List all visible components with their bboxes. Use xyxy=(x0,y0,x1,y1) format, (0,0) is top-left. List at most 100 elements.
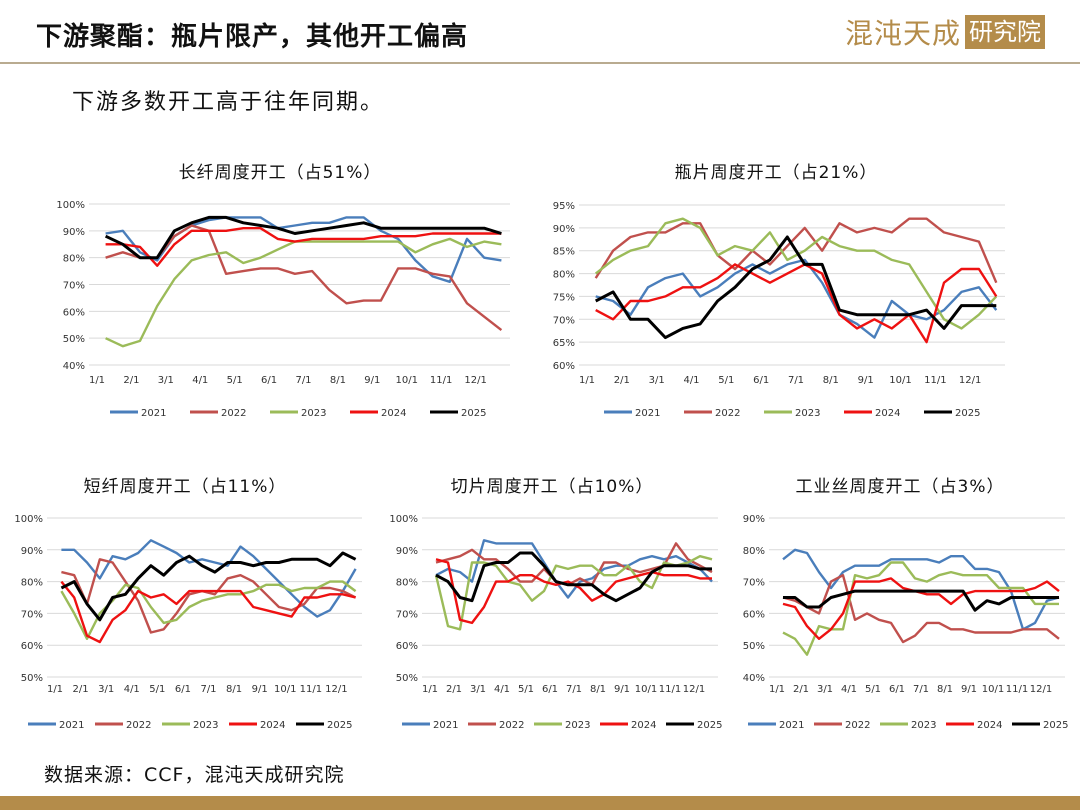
x-tick-label: 2/1 xyxy=(614,375,630,386)
chart-title-chip: 切片周度开工（占10%） xyxy=(450,477,654,497)
x-tick-label: 6/1 xyxy=(175,684,191,695)
x-tick-label: 4/1 xyxy=(124,684,140,695)
y-tick-label: 60% xyxy=(21,641,43,652)
legend-label-2024: 2024 xyxy=(260,720,285,731)
x-tick-label: 1/1 xyxy=(89,375,105,386)
x-tick-label: 6/1 xyxy=(753,375,769,386)
y-tick-label: 70% xyxy=(63,281,85,292)
y-tick-label: 100% xyxy=(56,200,85,211)
series-line-2022 xyxy=(782,574,1060,644)
series-line-2024 xyxy=(595,263,998,344)
y-tick-label: 90% xyxy=(63,227,85,238)
legend-label-2021: 2021 xyxy=(635,408,660,419)
legend-label-2022: 2022 xyxy=(715,408,740,419)
legend-label-2025: 2025 xyxy=(461,408,486,419)
y-tick-label: 90% xyxy=(21,546,43,557)
legend-label-2025: 2025 xyxy=(955,408,980,419)
x-tick-label: 4/1 xyxy=(841,684,857,695)
data-source: 数据来源：CCF，混沌天成研究院 xyxy=(44,764,345,786)
chart-title-filament: 长纤周度开工（占51%） xyxy=(178,163,382,183)
legend-label-2023: 2023 xyxy=(911,720,936,731)
x-tick-label: 5/1 xyxy=(718,375,734,386)
x-tick-label: 3/1 xyxy=(470,684,486,695)
x-tick-label: 8/1 xyxy=(590,684,606,695)
legend-label-2023: 2023 xyxy=(193,720,218,731)
y-tick-label: 70% xyxy=(743,578,765,589)
x-tick-label: 12/1 xyxy=(1030,684,1052,695)
legend-label-2025: 2025 xyxy=(327,720,352,731)
y-tick-label: 50% xyxy=(396,673,418,684)
x-tick-label: 12/1 xyxy=(959,375,981,386)
series-line-2025 xyxy=(595,235,997,340)
y-tick-label: 80% xyxy=(553,270,575,281)
logo-text: 混沌天成 xyxy=(845,17,962,50)
legend-label-2021: 2021 xyxy=(141,408,166,419)
series-line-2023 xyxy=(434,555,713,631)
y-tick-label: 65% xyxy=(553,338,575,349)
x-tick-label: 8/1 xyxy=(823,375,839,386)
legend-label-2022: 2022 xyxy=(499,720,524,731)
x-tick-label: 6/1 xyxy=(261,375,277,386)
x-tick-label: 12/1 xyxy=(683,684,705,695)
x-tick-label: 1/1 xyxy=(579,375,595,386)
logo-box-text: 研究院 xyxy=(965,15,1046,49)
page-title: 下游聚酯：瓶片限产，其他开工偏高 xyxy=(36,22,469,52)
series-line-2025 xyxy=(60,551,357,622)
y-tick-label: 80% xyxy=(743,546,765,557)
y-tick-label: 90% xyxy=(396,546,418,557)
series-line-2025 xyxy=(783,589,1059,612)
y-tick-label: 95% xyxy=(553,201,575,212)
series-line-2024 xyxy=(60,580,356,644)
x-tick-label: 2/1 xyxy=(446,684,462,695)
x-tick-label: 10/1 xyxy=(274,684,296,695)
y-tick-label: 70% xyxy=(21,609,43,620)
x-tick-label: 10/1 xyxy=(889,375,911,386)
y-tick-label: 60% xyxy=(63,307,85,318)
chart-title-staple-fiber: 短纤周度开工（占11%） xyxy=(83,477,287,497)
series-line-2022 xyxy=(61,558,357,634)
y-tick-label: 90% xyxy=(743,514,765,525)
x-tick-label: 10/1 xyxy=(635,684,657,695)
x-tick-label: 8/1 xyxy=(937,684,953,695)
legend-label-2025: 2025 xyxy=(1043,720,1068,731)
y-tick-label: 40% xyxy=(63,361,85,372)
series-line-2022 xyxy=(594,217,998,284)
x-tick-label: 3/1 xyxy=(158,375,174,386)
x-tick-label: 4/1 xyxy=(683,375,699,386)
legend-label-2022: 2022 xyxy=(126,720,151,731)
x-tick-label: 1/1 xyxy=(422,684,438,695)
y-tick-label: 50% xyxy=(21,673,43,684)
y-tick-label: 80% xyxy=(396,578,418,589)
x-tick-label: 5/1 xyxy=(149,684,165,695)
x-tick-label: 5/1 xyxy=(227,375,243,386)
y-tick-label: 75% xyxy=(553,292,575,303)
series-line-2021 xyxy=(782,548,1060,631)
series-line-2021 xyxy=(595,258,998,339)
x-tick-label: 11/1 xyxy=(924,375,946,386)
legend-label-2021: 2021 xyxy=(779,720,804,731)
x-tick-label: 3/1 xyxy=(98,684,114,695)
series-line-2025 xyxy=(104,215,502,260)
x-tick-label: 2/1 xyxy=(73,684,89,695)
y-tick-label: 80% xyxy=(63,254,85,265)
y-tick-label: 70% xyxy=(396,609,418,620)
x-tick-label: 12/1 xyxy=(325,684,347,695)
y-tick-label: 70% xyxy=(553,315,575,326)
y-tick-label: 100% xyxy=(14,514,43,525)
x-tick-label: 7/1 xyxy=(913,684,929,695)
x-tick-label: 9/1 xyxy=(614,684,630,695)
legend-label-2022: 2022 xyxy=(845,720,870,731)
footer-band xyxy=(0,796,1080,810)
x-tick-label: 10/1 xyxy=(982,684,1004,695)
x-tick-label: 11/1 xyxy=(1006,684,1028,695)
x-tick-label: 7/1 xyxy=(788,375,804,386)
x-tick-label: 4/1 xyxy=(494,684,510,695)
header-divider xyxy=(0,62,1080,64)
series-line-2024 xyxy=(782,577,1060,640)
y-tick-label: 90% xyxy=(553,224,575,235)
x-tick-label: 11/1 xyxy=(430,375,452,386)
y-tick-label: 85% xyxy=(553,247,575,258)
brand-logo: 混沌天成 研究院 xyxy=(845,14,1046,50)
x-tick-label: 7/1 xyxy=(295,375,311,386)
